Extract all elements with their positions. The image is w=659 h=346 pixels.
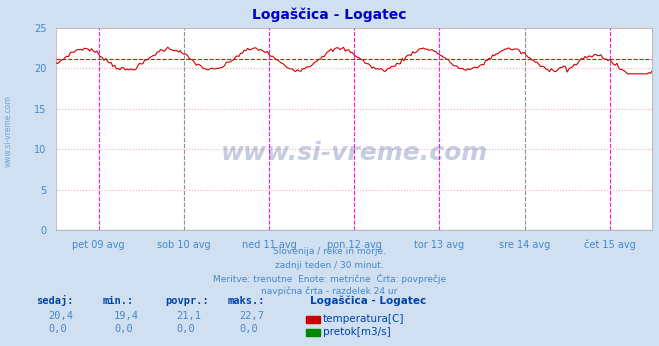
Text: 19,4: 19,4 [114,311,139,321]
Text: Logaščica - Logatec: Logaščica - Logatec [310,296,426,306]
Text: Meritve: trenutne  Enote: metrične  Črta: povprečje: Meritve: trenutne Enote: metrične Črta: … [213,274,446,284]
Text: Slovenija / reke in morje.: Slovenija / reke in morje. [273,247,386,256]
Text: pretok[m3/s]: pretok[m3/s] [323,327,391,337]
Text: maks.:: maks.: [227,296,265,306]
Text: 0,0: 0,0 [239,324,258,334]
Text: temperatura[C]: temperatura[C] [323,315,405,324]
Text: www.si-vreme.com: www.si-vreme.com [221,141,488,165]
Text: 0,0: 0,0 [48,324,67,334]
Text: navpična črta - razdelek 24 ur: navpična črta - razdelek 24 ur [262,287,397,296]
Text: Logaščica - Logatec: Logaščica - Logatec [252,8,407,22]
Text: povpr.:: povpr.: [165,296,208,306]
Text: 0,0: 0,0 [114,324,132,334]
Text: www.si-vreme.com: www.si-vreme.com [3,95,13,167]
Text: 20,4: 20,4 [48,311,73,321]
Text: 21,1: 21,1 [177,311,202,321]
Text: min.:: min.: [102,296,133,306]
Text: zadnji teden / 30 minut.: zadnji teden / 30 minut. [275,261,384,270]
Text: 22,7: 22,7 [239,311,264,321]
Text: 0,0: 0,0 [177,324,195,334]
Text: sedaj:: sedaj: [36,295,74,306]
